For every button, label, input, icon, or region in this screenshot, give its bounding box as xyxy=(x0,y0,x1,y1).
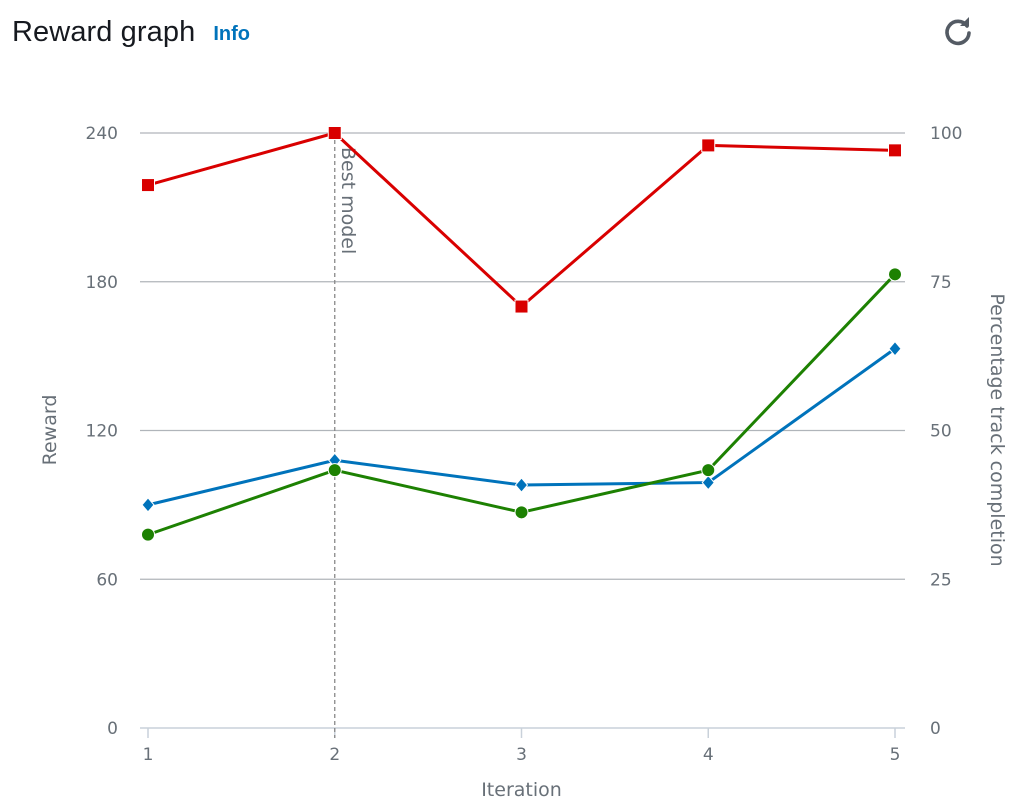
data-point xyxy=(327,463,342,478)
data-point xyxy=(141,527,155,542)
series-line-1 xyxy=(147,131,896,309)
annotations: Best model xyxy=(334,133,359,738)
x-tick-label: 1 xyxy=(143,745,154,765)
series-group xyxy=(141,126,902,542)
grid-lines xyxy=(140,132,905,580)
y-tick-label: 240 xyxy=(86,124,118,144)
y-tick-label: 120 xyxy=(86,422,118,442)
data-point xyxy=(141,178,155,193)
refresh-button[interactable] xyxy=(940,14,976,50)
data-point xyxy=(888,143,902,158)
x-tick-label: 4 xyxy=(703,745,714,765)
y2-axis-title: Percentage track completion xyxy=(986,293,1008,566)
data-point xyxy=(888,267,902,282)
data-point xyxy=(514,477,529,493)
x-tick-label: 3 xyxy=(516,745,527,765)
x-axis-title: Iteration xyxy=(481,779,562,801)
data-point xyxy=(888,340,902,357)
y2-tick-label: 50 xyxy=(930,422,952,442)
data-point xyxy=(701,474,715,491)
data-point xyxy=(701,138,716,153)
data-point xyxy=(514,505,529,520)
y2-tick-label: 100 xyxy=(930,124,962,144)
page-title: Reward graph xyxy=(12,15,196,48)
x-tick-label: 5 xyxy=(890,745,901,765)
y2-tick-label: 0 xyxy=(930,719,941,739)
y-tick-label: 0 xyxy=(107,719,118,739)
data-point xyxy=(514,299,529,314)
data-point xyxy=(141,497,155,513)
info-link[interactable]: Info xyxy=(213,22,251,45)
refresh-icon xyxy=(945,17,971,46)
data-point xyxy=(327,126,342,140)
y-tick-label: 180 xyxy=(86,273,118,293)
y-axis-title: Reward xyxy=(39,395,61,466)
y2-tick-label: 25 xyxy=(930,570,952,590)
best-model-label: Best model xyxy=(337,147,359,254)
y-tick-label: 60 xyxy=(96,570,118,590)
chart-header: Reward graph Info xyxy=(12,10,250,54)
data-point xyxy=(701,463,716,478)
x-tick-label: 2 xyxy=(329,745,340,765)
y2-tick-label: 75 xyxy=(930,273,952,293)
